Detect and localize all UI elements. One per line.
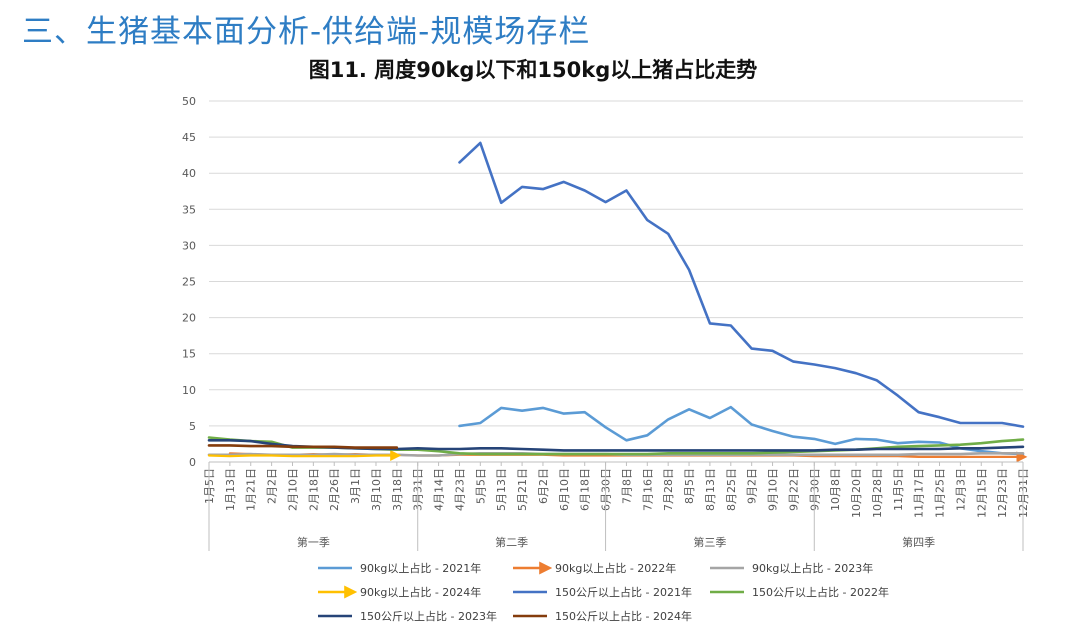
series-lines bbox=[207, 141, 1028, 463]
y-tick-label: 40 bbox=[182, 167, 196, 180]
x-tick-label: 9月10日 bbox=[767, 468, 780, 511]
x-tick-label: 5月21日 bbox=[516, 468, 529, 511]
y-tick-label: 10 bbox=[182, 384, 196, 397]
x-tick-label: 3月18日 bbox=[391, 468, 404, 511]
x-tick-label: 10月28日 bbox=[871, 468, 884, 518]
x-tick-label: 12月23日 bbox=[996, 468, 1009, 518]
x-tick-label: 2月10日 bbox=[286, 468, 299, 511]
legend-label: 90kg以上占比 - 2022年 bbox=[555, 561, 676, 575]
x-tick-label: 11月17日 bbox=[913, 468, 926, 518]
x-tick-label: 2月26日 bbox=[328, 468, 341, 511]
legend-label: 150公斤以上占比 - 2021年 bbox=[555, 585, 692, 599]
x-tick-label: 12月3日 bbox=[954, 468, 967, 511]
y-tick-label: 0 bbox=[189, 456, 196, 469]
x-tick-label: 11月5日 bbox=[892, 468, 905, 511]
page-heading: 三、生猪基本面分析-供给端-规模场存栏 bbox=[22, 14, 591, 50]
series-line bbox=[458, 141, 1025, 428]
chart-title: 图11. 周度90kg以下和150kg以上猪占比走势 bbox=[308, 58, 758, 82]
x-tick-label: 7月16日 bbox=[641, 468, 654, 511]
x-tick-label: 10月20日 bbox=[850, 468, 863, 518]
series-line bbox=[207, 450, 402, 461]
x-tick-label: 6月2日 bbox=[537, 468, 550, 504]
series-line bbox=[207, 444, 399, 449]
x-tick-label: 8月13日 bbox=[704, 468, 717, 511]
gridlines bbox=[209, 100, 1023, 463]
legend-label: 90kg以上占比 - 2024年 bbox=[360, 585, 481, 599]
x-tick-label: 1月21日 bbox=[245, 468, 258, 511]
x-tick-label: 5月5日 bbox=[474, 468, 487, 504]
y-tick-label: 30 bbox=[182, 239, 196, 252]
x-tick-label: 9月2日 bbox=[746, 468, 759, 504]
legend: 90kg以上占比 - 2021年 90kg以上占比 - 2022年 90kg以上占比… bbox=[318, 561, 889, 623]
legend-label: 90kg以上占比 - 2023年 bbox=[752, 561, 873, 575]
x-tick-label: 7月8日 bbox=[620, 468, 633, 504]
legend-label: 90kg以上占比 - 2021年 bbox=[360, 561, 481, 575]
x-tick-label: 8月25日 bbox=[725, 468, 738, 511]
x-tick-label: 3月10日 bbox=[370, 468, 383, 511]
quarter-label: 第一季 bbox=[297, 535, 330, 549]
y-tick-label: 20 bbox=[182, 312, 196, 325]
quarter-label: 第三季 bbox=[693, 535, 726, 549]
x-tick-label: 8月5日 bbox=[683, 468, 696, 504]
x-tick-label: 4月14日 bbox=[433, 468, 446, 511]
y-tick-label: 35 bbox=[182, 203, 196, 216]
legend-label: 150公斤以上占比 - 2024年 bbox=[555, 609, 692, 623]
y-tick-label: 25 bbox=[182, 276, 196, 289]
x-tick-label: 5月13日 bbox=[495, 468, 508, 511]
x-tick-label: 11月25日 bbox=[934, 468, 947, 518]
legend-label: 150公斤以上占比 - 2023年 bbox=[360, 609, 497, 623]
y-tick-label: 50 bbox=[182, 95, 196, 108]
x-tick-label: 2月18日 bbox=[307, 468, 320, 511]
x-tick-label: 9月22日 bbox=[787, 468, 800, 511]
quarter-label: 第四季 bbox=[902, 535, 935, 549]
y-tick-label: 15 bbox=[182, 348, 196, 361]
x-tick-label: 12月15日 bbox=[975, 468, 988, 518]
quarter-label: 第二季 bbox=[495, 535, 528, 549]
x-tick-label: 6月18日 bbox=[579, 468, 592, 511]
x-tick-label: 10月8日 bbox=[829, 468, 842, 511]
y-tick-label: 5 bbox=[189, 420, 196, 433]
axes: 051015202530354045501月5日1月13日1月21日2月2日2月… bbox=[182, 95, 1030, 551]
x-tick-label: 4月23日 bbox=[453, 468, 466, 511]
y-tick-label: 45 bbox=[182, 131, 196, 144]
x-tick-label: 3月1日 bbox=[349, 468, 362, 504]
x-tick-label: 7月28日 bbox=[662, 468, 675, 511]
x-tick-label: 1月13日 bbox=[224, 468, 237, 511]
legend-label: 150公斤以上占比 - 2022年 bbox=[752, 585, 889, 599]
x-tick-label: 2月2日 bbox=[266, 468, 279, 504]
x-tick-label: 6月10日 bbox=[558, 468, 571, 511]
series-line bbox=[458, 405, 1025, 456]
